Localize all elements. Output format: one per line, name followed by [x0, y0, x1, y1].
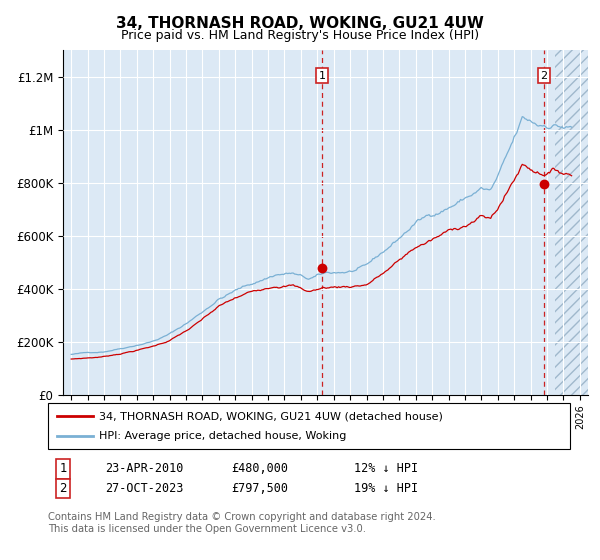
Text: £480,000: £480,000 [231, 462, 288, 475]
Text: Price paid vs. HM Land Registry's House Price Index (HPI): Price paid vs. HM Land Registry's House … [121, 29, 479, 42]
Text: 2: 2 [59, 482, 67, 495]
Text: 23-APR-2010: 23-APR-2010 [105, 462, 184, 475]
Text: £797,500: £797,500 [231, 482, 288, 495]
Text: 34, THORNASH ROAD, WOKING, GU21 4UW (detached house): 34, THORNASH ROAD, WOKING, GU21 4UW (det… [99, 411, 443, 421]
Text: 1: 1 [59, 462, 67, 475]
Point [317, 263, 327, 272]
Text: 19% ↓ HPI: 19% ↓ HPI [354, 482, 418, 495]
Text: Contains HM Land Registry data © Crown copyright and database right 2024.
This d: Contains HM Land Registry data © Crown c… [48, 512, 436, 534]
Text: 27-OCT-2023: 27-OCT-2023 [105, 482, 184, 495]
Text: 2: 2 [541, 71, 548, 81]
Text: 1: 1 [319, 71, 326, 81]
Text: 12% ↓ HPI: 12% ↓ HPI [354, 462, 418, 475]
Text: HPI: Average price, detached house, Woking: HPI: Average price, detached house, Woki… [99, 431, 346, 441]
Point [539, 179, 549, 188]
Text: 34, THORNASH ROAD, WOKING, GU21 4UW: 34, THORNASH ROAD, WOKING, GU21 4UW [116, 16, 484, 31]
